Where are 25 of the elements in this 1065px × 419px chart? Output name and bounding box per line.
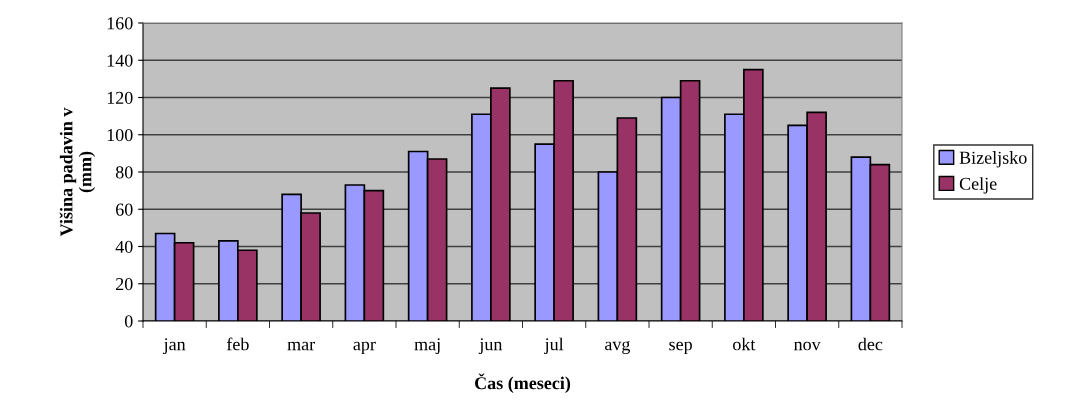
y-tick-label: 140 — [107, 54, 133, 67]
x-tick-label: apr — [353, 341, 376, 355]
x-tick-label: feb — [226, 337, 249, 351]
x-tick-label: nov — [794, 341, 821, 351]
y-tick-label: 160 — [107, 17, 133, 30]
y-tick-label: 20 — [116, 278, 133, 291]
y-tick-label: 40 — [115, 240, 133, 253]
y-axis-title: Višina padavin v (mm) — [59, 107, 96, 237]
x-tick-label: sep — [669, 341, 692, 355]
y-tick-label: 80 — [115, 166, 133, 179]
x-tick-label: jan — [163, 338, 186, 355]
x-tick-label: mar — [287, 341, 315, 351]
x-tick-label: dec — [858, 337, 883, 351]
legend-label: Celje — [959, 177, 997, 194]
x-tick-label: maj — [414, 338, 440, 355]
x-tick-label: jun — [478, 338, 503, 355]
x-tick-label: jul — [544, 337, 564, 355]
y-tick-label: 100 — [107, 129, 133, 142]
x-tick-label: okt — [733, 337, 756, 351]
x-axis-title: Čas (meseci) — [475, 373, 571, 393]
y-tick-label: 120 — [107, 91, 133, 104]
legend-label: Bizeljsko — [959, 151, 1027, 168]
y-tick-label: 0 — [124, 315, 133, 328]
y-tick-label: 60 — [116, 203, 133, 216]
x-tick-label: avg — [604, 340, 631, 355]
